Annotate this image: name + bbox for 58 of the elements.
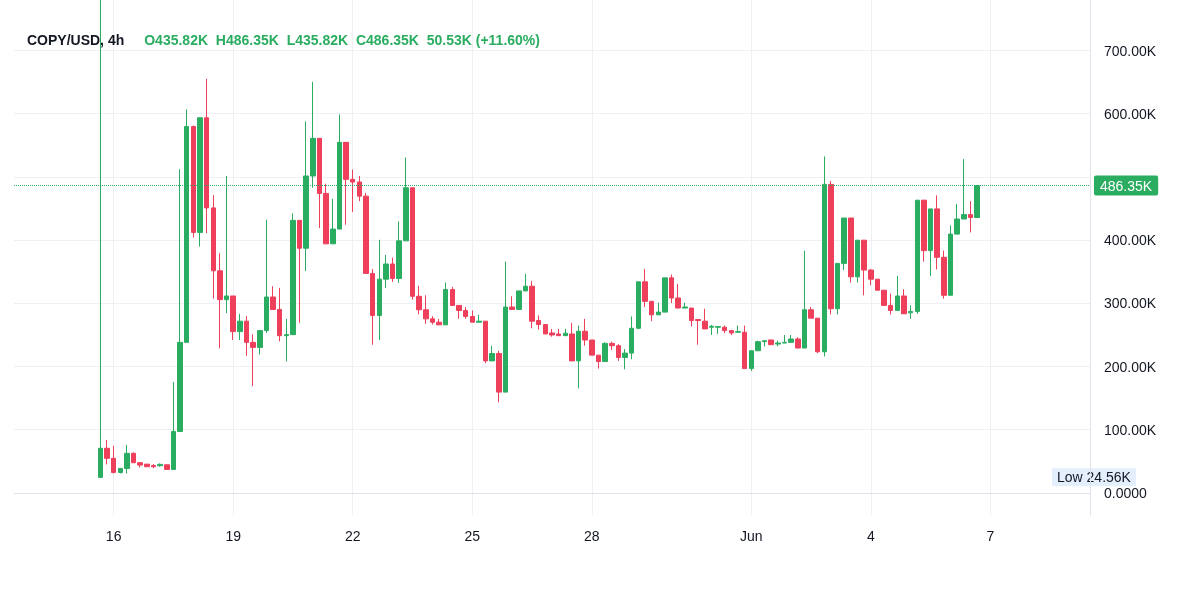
candlestick [908,304,913,320]
y-tick-label: 300.00K [1104,295,1157,312]
candlestick [470,309,475,323]
candlestick [509,295,515,310]
candlestick [297,219,302,324]
candlestick [729,330,734,336]
candlestick [157,462,163,468]
candlestick [722,325,727,334]
x-tick-label: 19 [225,528,242,544]
candlestick [191,125,196,238]
candlestick [237,313,243,341]
x-tick-label: 22 [344,528,361,544]
candlestick [901,288,907,315]
candlestick [682,302,688,309]
candlestick [735,325,741,333]
candlestick [802,250,807,349]
y-tick-label: 200.00K [1104,358,1157,375]
candlestick [895,275,900,311]
candlestick [204,78,209,234]
x-tick-label: 4 [866,528,875,544]
x-tick-label: 16 [105,528,122,544]
candlestick [636,281,641,330]
candlestick [828,180,834,315]
y-tick-label: 700.00K [1104,42,1157,59]
candlestick [576,325,581,389]
candlestick [476,314,482,323]
candlestick [855,239,860,284]
candlestick [489,345,495,362]
candlestick [483,320,488,364]
x-tick-label: 25 [464,528,481,544]
candlestick [968,200,973,233]
y-tick-label: 0.0000 [1104,484,1148,501]
y-tick-label: 100.00K [1104,421,1157,438]
candlestick [563,328,568,337]
candlestick [443,282,448,326]
candlestick [503,261,508,393]
y-tick-label: 400.00K [1104,232,1157,249]
candlestick [230,295,236,341]
candlestick [496,350,502,403]
candlestick [921,199,927,263]
candlestick [702,308,708,330]
candlestick [602,341,608,363]
candlestick [928,208,933,277]
candlestick [164,464,170,470]
ref-line-label: 486.35K [1100,177,1153,194]
x-tick-label: 28 [584,528,600,544]
x-tick-label: 7 [986,528,995,544]
candlestick [742,325,747,370]
candlestick [848,217,854,284]
text: O435.82K H486.35K L435.82K C486.35K 50.53K (+11.60%) [144,32,540,48]
candlestick [795,336,801,349]
candlestick [390,257,395,283]
x-tick-label: Jun [739,528,763,544]
annotation: Low 24.56K [1057,469,1132,486]
candlestick [569,322,575,362]
candlestick [915,199,920,315]
y-tick-label: 600.00K [1104,105,1157,122]
candlestick [768,339,774,346]
